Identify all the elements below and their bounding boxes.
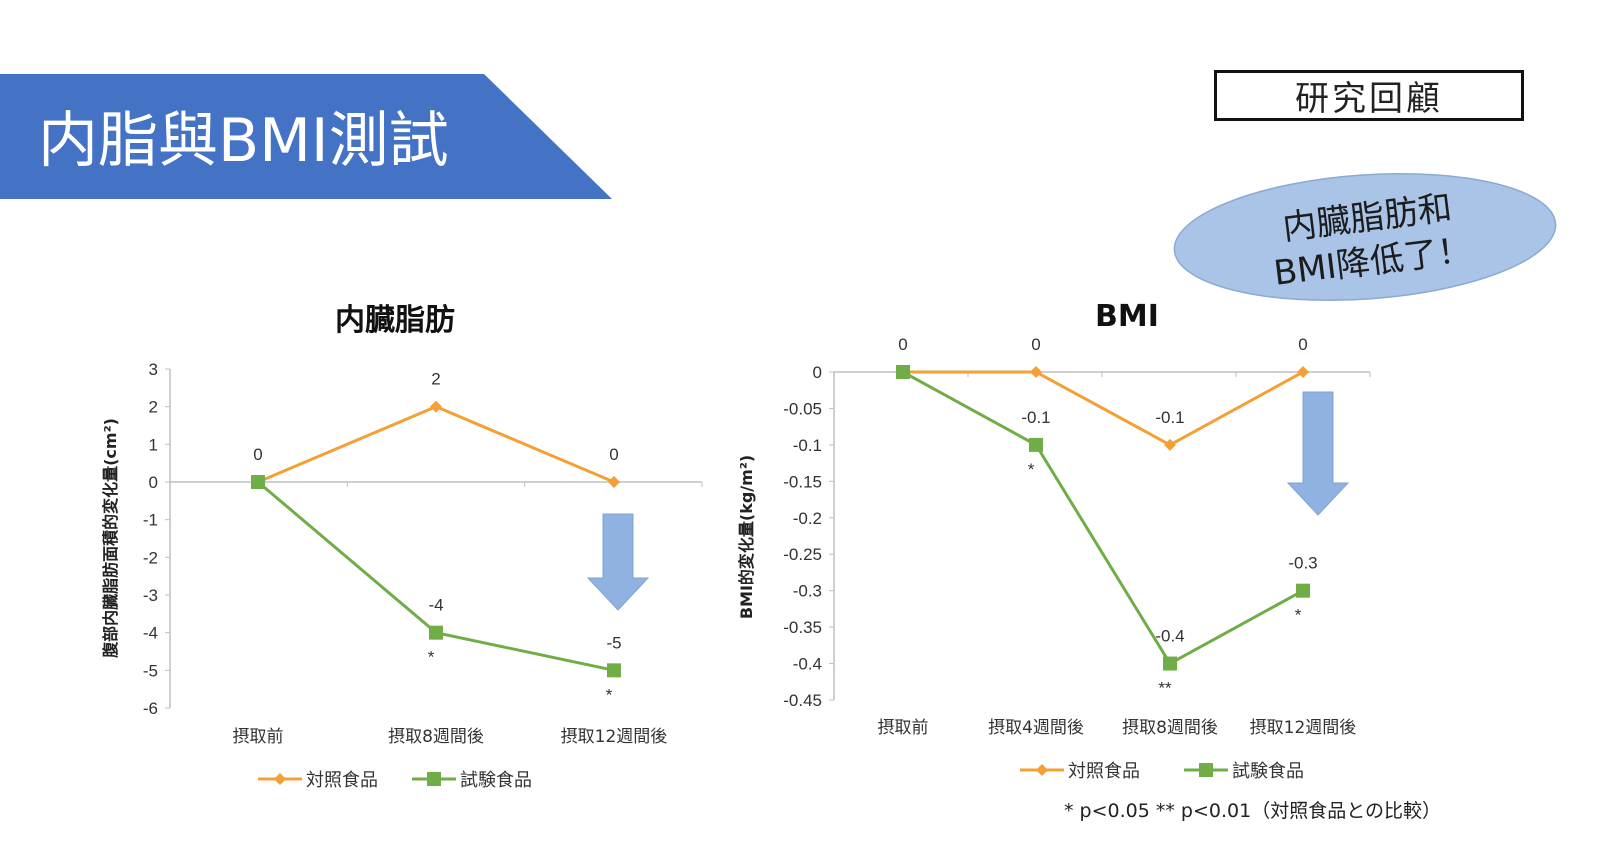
legend-marker [427, 772, 441, 786]
legend-label: 試験食品 [460, 770, 532, 791]
data-point-control [1030, 366, 1042, 378]
chart-title-2: BMI [1095, 299, 1159, 334]
x-category-label: 摂取8週間後 [1122, 718, 1218, 738]
legend-marker [1036, 764, 1048, 776]
legend-label: 対照食品 [1068, 761, 1140, 782]
data-label: 2 [431, 370, 440, 389]
data-point-test [896, 365, 910, 379]
data-point-test [607, 663, 621, 678]
significance-mark: * [1295, 606, 1302, 625]
legend-label: 対照食品 [306, 770, 378, 791]
y-tick-label: -1 [143, 511, 158, 530]
y-axis-title: BMI的変化量(kg/m²) [737, 455, 756, 619]
y-tick-label: -0.25 [783, 545, 822, 564]
x-category-label: 摂取12週間後 [1250, 718, 1357, 738]
data-label: 0 [898, 335, 907, 354]
y-tick-label: -0.45 [783, 691, 822, 710]
y-tick-label: 0 [149, 473, 158, 492]
legend-marker [1199, 763, 1213, 777]
section-badge: 研究回顧 [1214, 70, 1524, 121]
data-point-test [1029, 437, 1043, 452]
significance-footnote: * p<0.05 ** p<0.01（対照食品との比較） [1064, 800, 1441, 822]
significance-mark: * [428, 648, 435, 667]
x-category-label: 摂取前 [878, 718, 929, 738]
y-tick-label: -0.4 [793, 655, 822, 674]
series-line-test [902, 370, 1304, 666]
data-label: 0 [609, 445, 618, 464]
x-category-label: 摂取12週間後 [561, 727, 668, 747]
y-axis-title: 腹部内臓脂肪面積的変化量(cm²) [101, 418, 120, 658]
data-point-control [608, 476, 620, 488]
x-category-label: 摂取8週間後 [388, 727, 484, 747]
y-tick-label: -2 [143, 548, 158, 567]
significance-mark: ** [1158, 679, 1172, 698]
y-tick-label: 1 [149, 435, 158, 454]
series-line-control [257, 405, 615, 484]
data-point-test [1163, 656, 1177, 671]
y-tick-label: -0.2 [793, 509, 822, 528]
data-label: 0 [253, 445, 262, 464]
series-line-test [257, 480, 615, 672]
y-tick-label: -0.3 [793, 582, 822, 601]
page-title: 内脂與BMI測試 [38, 106, 449, 176]
legend-label: 試験食品 [1232, 761, 1304, 782]
down-arrow-icon [1286, 391, 1350, 516]
data-point-control [1164, 438, 1176, 451]
data-label: -0.4 [1155, 627, 1184, 646]
data-point-control [430, 400, 442, 413]
legend-marker [274, 773, 286, 785]
data-label: -0.3 [1288, 554, 1317, 573]
y-tick-label: -3 [143, 586, 158, 605]
data-label: -4 [428, 596, 443, 615]
data-point-test [1296, 583, 1310, 598]
data-point-control [1297, 366, 1309, 378]
data-point-test [429, 625, 443, 640]
y-tick-label: 0 [813, 363, 822, 382]
data-label: -0.1 [1021, 408, 1050, 427]
data-label: -0.1 [1155, 408, 1184, 427]
y-tick-label: -4 [143, 624, 158, 643]
x-category-label: 摂取前 [233, 727, 284, 747]
series-line-control [903, 370, 1304, 447]
y-tick-label: -0.35 [783, 618, 822, 637]
y-tick-label: 3 [149, 360, 158, 379]
data-label: 0 [1298, 335, 1307, 354]
significance-mark: * [1028, 460, 1035, 479]
y-tick-label: -6 [143, 699, 158, 718]
y-tick-label: -5 [143, 661, 158, 680]
y-tick-label: -0.1 [793, 436, 822, 455]
callout-bubble [1173, 172, 1557, 302]
y-tick-label: 2 [149, 398, 158, 417]
data-label: 0 [1031, 335, 1040, 354]
y-tick-label: -0.05 [783, 399, 822, 418]
down-arrow-icon [586, 513, 650, 611]
data-point-test [251, 475, 265, 489]
data-label: -5 [606, 633, 621, 652]
significance-mark: * [606, 685, 613, 704]
y-tick-label: -0.15 [783, 472, 822, 491]
x-category-label: 摂取4週間後 [988, 718, 1084, 738]
chart-title-1: 内臓脂肪 [335, 303, 455, 338]
